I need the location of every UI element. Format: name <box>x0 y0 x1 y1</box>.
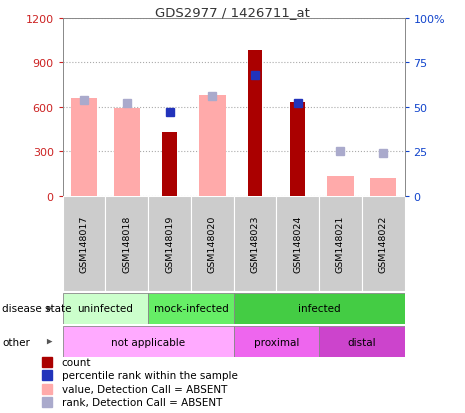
Text: GSM148022: GSM148022 <box>379 215 388 272</box>
Bar <box>106 196 148 291</box>
Bar <box>63 196 106 291</box>
Text: GSM148023: GSM148023 <box>251 215 259 272</box>
Text: GDS2977 / 1426711_at: GDS2977 / 1426711_at <box>155 6 310 19</box>
Text: percentile rank within the sample: percentile rank within the sample <box>62 370 238 380</box>
Text: value, Detection Call = ABSENT: value, Detection Call = ABSENT <box>62 384 227 394</box>
Bar <box>199 95 226 196</box>
Bar <box>327 177 354 196</box>
Text: other: other <box>2 337 30 347</box>
Text: GSM148017: GSM148017 <box>80 215 89 272</box>
Text: uninfected: uninfected <box>78 304 133 314</box>
Bar <box>162 133 177 196</box>
Text: GSM148024: GSM148024 <box>293 215 302 272</box>
Text: distal: distal <box>347 337 376 347</box>
Text: mock-infected: mock-infected <box>153 304 228 314</box>
Text: infected: infected <box>298 304 340 314</box>
Bar <box>276 196 319 291</box>
Bar <box>148 196 191 291</box>
Bar <box>113 109 140 196</box>
Bar <box>191 196 233 291</box>
Bar <box>233 326 319 357</box>
Bar <box>319 196 362 291</box>
Bar <box>63 326 233 357</box>
Bar <box>290 103 305 196</box>
Text: count: count <box>62 357 91 367</box>
Text: disease state: disease state <box>2 304 72 314</box>
Bar <box>233 293 405 324</box>
Bar <box>370 178 397 196</box>
Text: not applicable: not applicable <box>111 337 185 347</box>
Bar <box>148 293 233 324</box>
Bar <box>362 196 405 291</box>
Bar <box>247 51 263 196</box>
Bar <box>63 293 148 324</box>
Text: GSM148018: GSM148018 <box>122 215 131 272</box>
Bar <box>319 326 405 357</box>
Text: GSM148021: GSM148021 <box>336 215 345 272</box>
Text: proximal: proximal <box>254 337 299 347</box>
Text: rank, Detection Call = ABSENT: rank, Detection Call = ABSENT <box>62 397 222 407</box>
Text: GSM148020: GSM148020 <box>208 215 217 272</box>
Text: GSM148019: GSM148019 <box>165 215 174 272</box>
Bar <box>71 98 97 196</box>
Bar <box>233 196 276 291</box>
